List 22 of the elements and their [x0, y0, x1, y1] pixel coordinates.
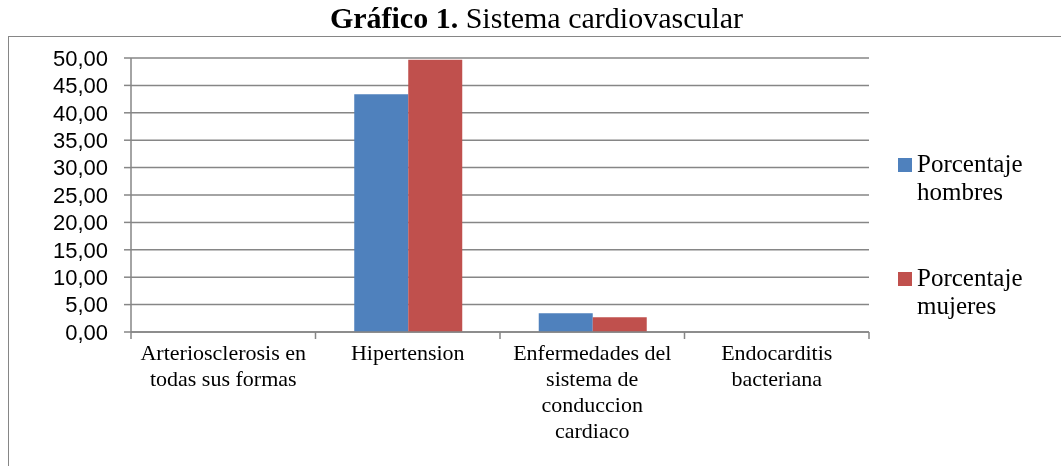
chart-title: Gráfico 1. Sistema cardiovascular	[329, 1, 744, 34]
y-tick-label: 0,00	[65, 319, 108, 345]
legend-label: Porcentaje mujeres	[917, 264, 1024, 320]
y-tick-label: 5,00	[65, 292, 108, 318]
y-tick-label: 15,00	[52, 237, 108, 263]
bar	[538, 313, 593, 332]
y-tick-label: 45,00	[52, 73, 108, 99]
y-tick-label: 25,00	[52, 182, 108, 208]
legend-label: Porcentaje hombres	[917, 150, 1024, 206]
bar	[592, 317, 647, 332]
bar	[408, 59, 463, 332]
y-tick-label: 30,00	[52, 155, 108, 181]
x-tick-label: Hipertension	[350, 340, 465, 366]
x-tick-label: Arteriosclerosis en todas sus formas	[140, 340, 307, 392]
bar	[354, 94, 409, 332]
y-tick-label: 40,00	[52, 100, 108, 126]
x-tick-label: Endocarditis bacteriana	[721, 340, 833, 392]
y-tick-label: 20,00	[52, 210, 108, 236]
x-tick-label: Enfermedades del sistema de conduccion cardiaco	[513, 340, 672, 444]
y-tick-label: 10,00	[52, 265, 108, 291]
y-tick-label: 50,00	[52, 45, 108, 71]
y-tick-label: 35,00	[52, 128, 108, 154]
